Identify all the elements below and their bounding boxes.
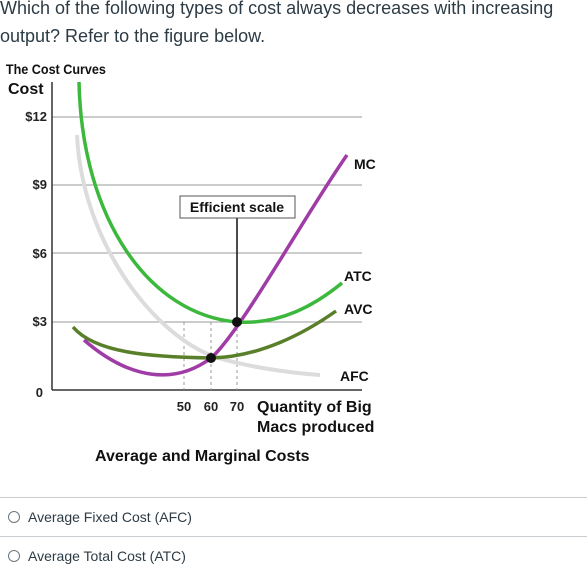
avc-label: AVC [344, 301, 373, 317]
option-label: Average Fixed Cost (AFC) [28, 508, 192, 525]
figure-caption: Average and Marginal Costs [95, 448, 310, 465]
atc-curve [77, 81, 344, 325]
y-axis-label: Cost [8, 81, 44, 98]
y-tick-6: $6 [33, 246, 47, 261]
axes [51, 82, 362, 391]
mc-avc-intersection-dot [206, 353, 216, 363]
option-label: Average Total Cost (ATC) [28, 547, 186, 564]
answer-option-afc[interactable]: Average Fixed Cost (AFC) [0, 497, 587, 535]
mc-curve [82, 153, 349, 377]
x-tick-50: 50 [177, 399, 191, 414]
atc-label: ATC [344, 268, 372, 284]
efficient-scale-label: Efficient scale [190, 199, 284, 215]
afc-curve [75, 134, 321, 377]
answer-option-atc[interactable]: Average Total Cost (ATC) [0, 536, 587, 574]
x-tick-60: 60 [204, 399, 218, 414]
efficient-scale-box [179, 195, 296, 219]
x-axis-label-line1: Quantity of Big [257, 399, 372, 416]
x-tick-70: 70 [230, 399, 244, 414]
afc-label: AFC [340, 368, 369, 384]
x-axis-label-line2: Macs produced [257, 419, 374, 436]
y-tick-12: $12 [25, 109, 47, 124]
mc-label: MC [354, 156, 376, 172]
y-tick-3: $3 [33, 314, 47, 329]
radio-button[interactable] [8, 510, 20, 523]
radio-button[interactable] [8, 549, 20, 562]
question-text: Which of the following types of cost alw… [0, 0, 554, 46]
y-tick-9: $9 [33, 177, 47, 192]
cost-curves-figure: The Cost Curves Cost $12 $9 $6 $3 0 Effi… [6, 61, 376, 465]
dashed-guides [183, 322, 238, 390]
figure-heading: The Cost Curves [6, 61, 106, 77]
mc-atc-intersection-dot [232, 317, 242, 327]
y-tick-0: 0 [36, 385, 43, 400]
gridlines [52, 116, 362, 323]
